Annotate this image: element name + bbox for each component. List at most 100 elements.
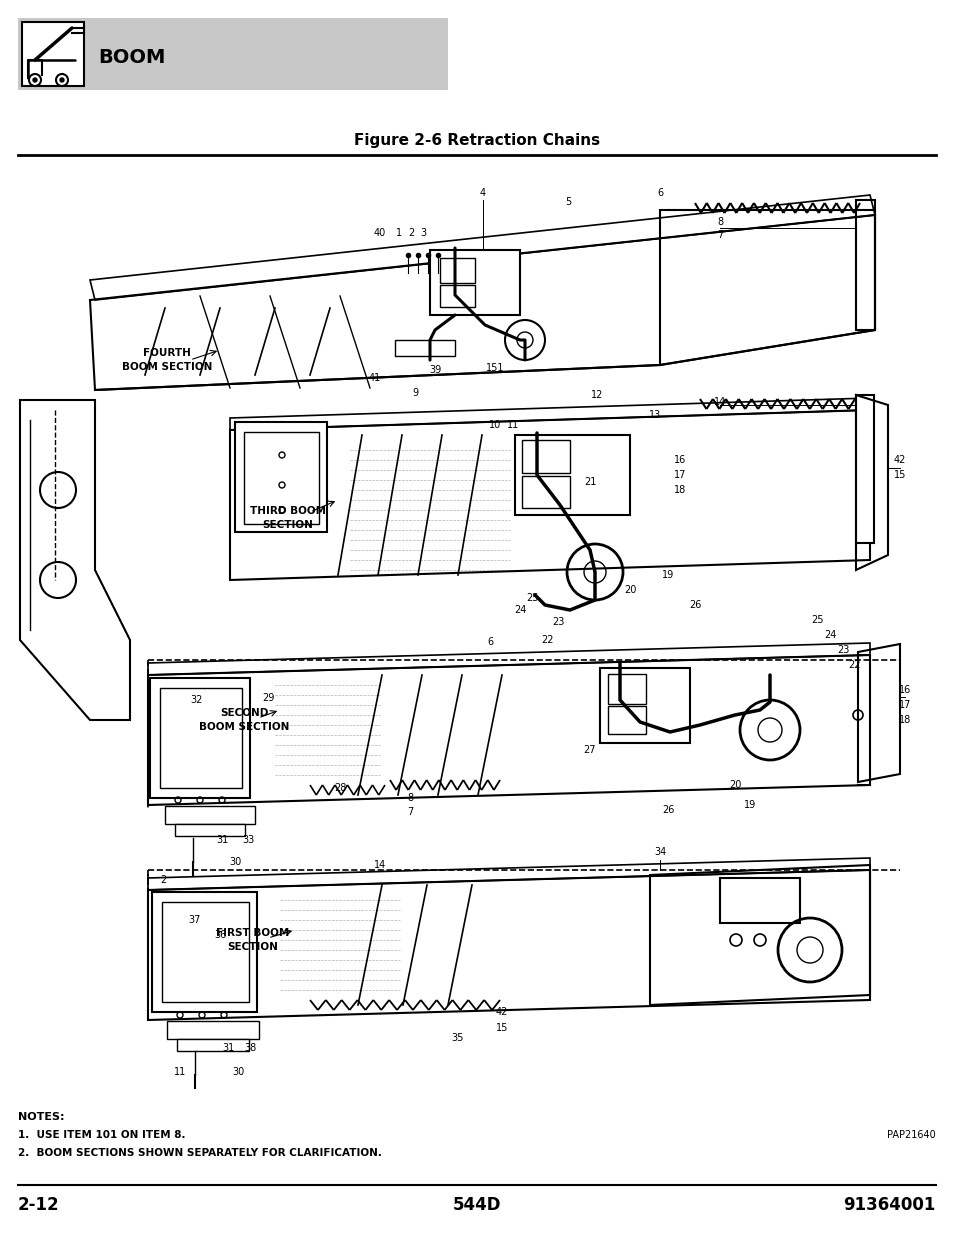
Text: 19: 19 xyxy=(743,800,756,810)
Bar xyxy=(439,258,475,283)
Circle shape xyxy=(33,78,37,82)
Text: 14: 14 xyxy=(713,396,725,408)
Text: 2.  BOOM SECTIONS SHOWN SEPARATELY FOR CLARIFICATION.: 2. BOOM SECTIONS SHOWN SEPARATELY FOR CL… xyxy=(18,1149,381,1158)
Text: PAP21640: PAP21640 xyxy=(886,1130,935,1140)
Bar xyxy=(160,688,242,788)
Text: 27: 27 xyxy=(583,745,596,755)
Text: 42: 42 xyxy=(893,454,905,466)
Text: 18: 18 xyxy=(898,715,910,725)
Text: 6: 6 xyxy=(657,188,662,198)
Text: 25: 25 xyxy=(811,615,823,625)
Text: 1.  USE ITEM 101 ON ITEM 8.: 1. USE ITEM 101 ON ITEM 8. xyxy=(18,1130,185,1140)
Bar xyxy=(599,668,689,743)
Text: 25: 25 xyxy=(526,593,538,603)
Bar xyxy=(515,435,629,515)
Bar xyxy=(165,806,254,824)
Text: BOOM: BOOM xyxy=(98,47,165,67)
Text: 24: 24 xyxy=(514,605,526,615)
Bar xyxy=(244,432,318,524)
Bar xyxy=(150,678,250,798)
Bar xyxy=(720,878,800,923)
Bar xyxy=(152,892,256,1011)
Bar xyxy=(521,440,569,473)
Text: 40: 40 xyxy=(374,228,386,238)
Text: FIRST BOOM
SECTION: FIRST BOOM SECTION xyxy=(216,929,290,952)
Text: 21: 21 xyxy=(583,477,596,487)
Text: 26: 26 xyxy=(661,805,674,815)
Text: 17: 17 xyxy=(673,471,685,480)
Text: 7: 7 xyxy=(406,806,413,818)
Bar xyxy=(607,706,645,734)
Text: 12: 12 xyxy=(590,390,602,400)
Text: 16: 16 xyxy=(898,685,910,695)
Text: 11: 11 xyxy=(173,1067,186,1077)
Text: 9: 9 xyxy=(412,388,417,398)
Text: 15: 15 xyxy=(496,1023,508,1032)
Bar xyxy=(234,422,327,532)
Text: 20: 20 xyxy=(623,585,636,595)
Text: 1: 1 xyxy=(395,228,401,238)
Text: 34: 34 xyxy=(653,847,665,857)
Text: 22: 22 xyxy=(541,635,554,645)
Bar xyxy=(430,249,519,315)
Text: 7: 7 xyxy=(716,230,722,240)
Text: 20: 20 xyxy=(728,781,740,790)
Text: 30: 30 xyxy=(232,1067,244,1077)
Text: 2-12: 2-12 xyxy=(18,1195,59,1214)
Text: 3: 3 xyxy=(419,228,426,238)
Text: 23: 23 xyxy=(836,645,848,655)
Circle shape xyxy=(60,78,64,82)
Text: 29: 29 xyxy=(261,693,274,703)
Bar xyxy=(22,22,84,86)
Text: 14: 14 xyxy=(374,860,386,869)
Bar xyxy=(607,674,645,704)
Bar xyxy=(855,395,873,543)
Text: 5: 5 xyxy=(564,198,571,207)
Text: 19: 19 xyxy=(661,571,674,580)
Bar xyxy=(521,475,569,508)
Text: NOTES:: NOTES: xyxy=(18,1112,65,1123)
Text: 37: 37 xyxy=(189,915,201,925)
Text: 24: 24 xyxy=(823,630,836,640)
Text: 10: 10 xyxy=(488,420,500,430)
Text: 31: 31 xyxy=(222,1044,233,1053)
Text: 36: 36 xyxy=(213,930,226,940)
Text: 41: 41 xyxy=(369,373,381,383)
Bar xyxy=(162,902,249,1002)
Text: Figure 2-6 Retraction Chains: Figure 2-6 Retraction Chains xyxy=(354,132,599,147)
Text: 11: 11 xyxy=(506,420,518,430)
Bar xyxy=(395,340,455,356)
Text: 8: 8 xyxy=(717,217,722,227)
Text: 33: 33 xyxy=(242,835,253,845)
Text: 23: 23 xyxy=(551,618,563,627)
Bar xyxy=(174,824,245,836)
Text: 2: 2 xyxy=(160,876,166,885)
Text: 30: 30 xyxy=(229,857,241,867)
Bar xyxy=(167,1021,258,1039)
Text: 15: 15 xyxy=(893,471,905,480)
Text: 544D: 544D xyxy=(453,1195,500,1214)
Text: THIRD BOOM
SECTION: THIRD BOOM SECTION xyxy=(250,506,326,530)
Text: 18: 18 xyxy=(673,485,685,495)
Text: 4: 4 xyxy=(479,188,485,198)
Text: 38: 38 xyxy=(244,1044,255,1053)
Text: 8: 8 xyxy=(407,793,413,803)
Text: 151: 151 xyxy=(485,363,504,373)
Text: 13: 13 xyxy=(648,410,660,420)
Bar xyxy=(18,19,448,90)
Text: FOURTH
BOOM SECTION: FOURTH BOOM SECTION xyxy=(122,348,212,372)
Text: SECOND
BOOM SECTION: SECOND BOOM SECTION xyxy=(198,709,289,731)
Text: 17: 17 xyxy=(898,700,910,710)
Text: 32: 32 xyxy=(191,695,203,705)
Bar xyxy=(439,285,475,308)
Text: 39: 39 xyxy=(429,366,440,375)
Text: 2: 2 xyxy=(408,228,414,238)
Text: 91364001: 91364001 xyxy=(842,1195,935,1214)
Text: 26: 26 xyxy=(688,600,700,610)
Text: 16: 16 xyxy=(673,454,685,466)
Text: 42: 42 xyxy=(496,1007,508,1016)
Text: 35: 35 xyxy=(452,1032,464,1044)
Text: 6: 6 xyxy=(486,637,493,647)
Text: 22: 22 xyxy=(848,659,861,671)
Bar xyxy=(177,1039,249,1051)
